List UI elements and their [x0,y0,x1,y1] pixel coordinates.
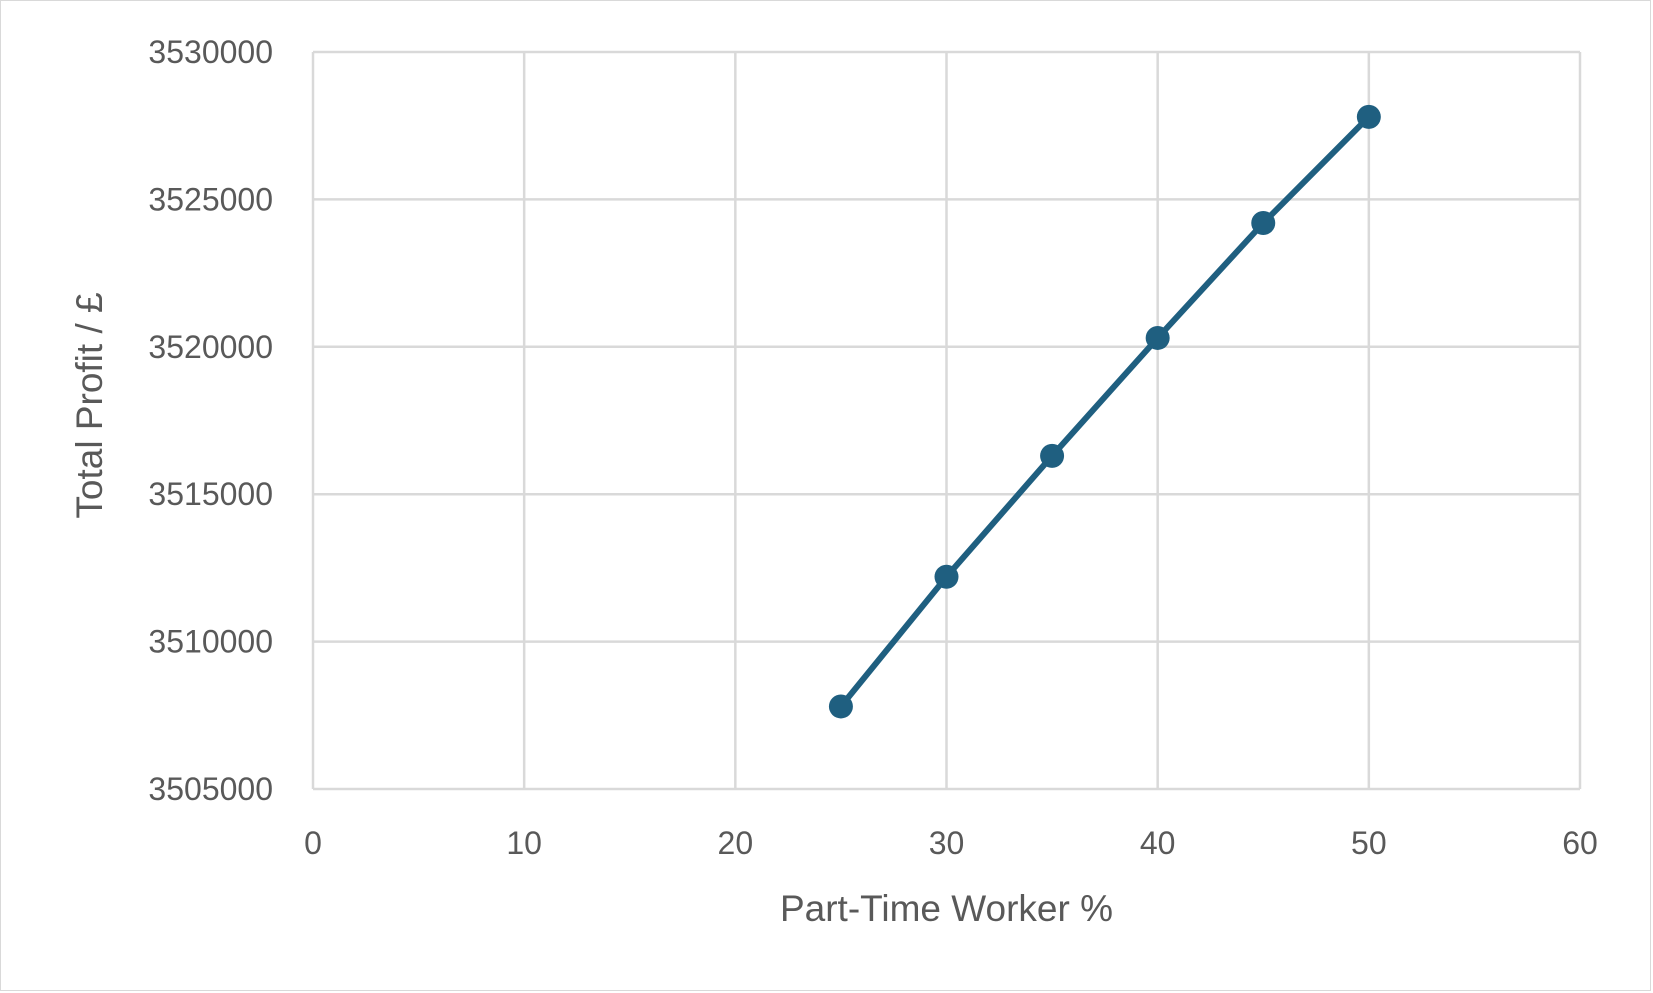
x-axis-tick-labels: 0 10 20 30 40 50 60 [304,825,1598,861]
x-tick-label: 40 [1140,825,1176,861]
x-tick-label: 20 [718,825,754,861]
x-tick-label: 10 [506,825,542,861]
gridlines [311,50,1582,791]
data-point [1356,104,1381,129]
data-point [828,694,853,719]
y-tick-label: 3520000 [148,329,273,365]
data-point [1251,210,1276,235]
data-point [934,564,959,589]
series-line [838,114,1371,709]
y-tick-label: 3510000 [148,624,273,660]
y-tick-label: 3530000 [148,34,273,70]
data-series [828,104,1381,719]
y-tick-label: 3515000 [148,476,273,512]
x-tick-label: 60 [1562,825,1598,861]
y-tick-label: 3525000 [148,181,273,217]
data-point [1145,325,1170,350]
x-tick-label: 30 [929,825,965,861]
x-axis-title: Part-Time Worker % [780,888,1113,929]
x-tick-label: 50 [1351,825,1387,861]
data-point [1040,443,1065,468]
x-tick-label: 0 [304,825,322,861]
y-axis-title: Total Profit / £ [69,292,110,518]
y-axis-tick-labels: 3505000 3510000 3515000 3520000 3525000 35300… [148,34,273,807]
y-tick-label: 3505000 [148,771,273,807]
